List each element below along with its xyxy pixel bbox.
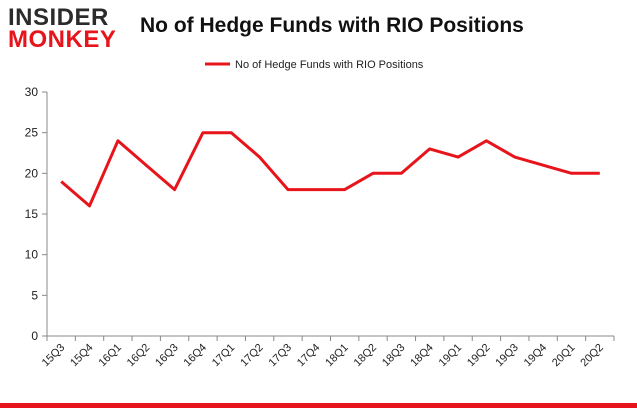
x-tick-label: 18Q4 [408, 342, 436, 370]
y-tick-label: 20 [25, 166, 39, 180]
x-tick-label: 17Q1 [210, 342, 238, 370]
x-tick-label: 16Q2 [125, 342, 153, 370]
logo-line-2: MONKEY [8, 26, 117, 53]
x-tick-label: 16Q4 [182, 342, 210, 370]
x-axis-ticks: 15Q3 15Q4 16Q1 16Q2 16Q3 16Q4 17Q1 17Q2 17Q3 17Q4… [40, 336, 615, 370]
y-tick-label: 5 [31, 288, 38, 302]
legend: No of Hedge Funds with RIO Positions [205, 59, 424, 71]
x-tick-label: 16Q1 [96, 342, 124, 370]
y-tick-label: 15 [25, 207, 39, 221]
x-tick-label: 16Q3 [153, 342, 181, 370]
x-tick-label: 18Q2 [352, 342, 380, 370]
x-tick-label: 20Q1 [550, 342, 578, 370]
x-tick-label: 17Q4 [295, 342, 323, 370]
x-tick-label: 18Q1 [323, 342, 351, 370]
insider-monkey-logo: INSIDER MONKEY [8, 6, 118, 52]
x-tick-label: 19Q1 [437, 342, 465, 370]
x-tick-label: 15Q3 [40, 342, 68, 370]
axes [46, 92, 614, 337]
y-tick-label: 0 [31, 329, 38, 343]
x-tick-label: 19Q4 [522, 342, 550, 370]
logo-line-1: INSIDER [8, 4, 109, 31]
y-tick-label: 25 [25, 126, 39, 140]
x-tick-label: 17Q2 [238, 342, 266, 370]
y-axis-ticks: 0 5 10 15 20 25 30 [25, 85, 47, 343]
legend-label: No of Hedge Funds with RIO Positions [235, 59, 424, 71]
series-line [60, 131, 600, 208]
chart-title: No of Hedge Funds with RIO Positions [140, 14, 524, 37]
x-tick-label: 20Q2 [578, 342, 606, 370]
y-tick-label: 30 [25, 85, 39, 99]
x-tick-label: 19Q3 [493, 342, 521, 370]
x-tick-label: 18Q3 [380, 342, 408, 370]
x-tick-label: 19Q2 [465, 342, 493, 370]
y-tick-label: 10 [25, 248, 39, 262]
x-tick-label: 17Q3 [267, 342, 295, 370]
x-tick-label: 15Q4 [68, 342, 96, 370]
